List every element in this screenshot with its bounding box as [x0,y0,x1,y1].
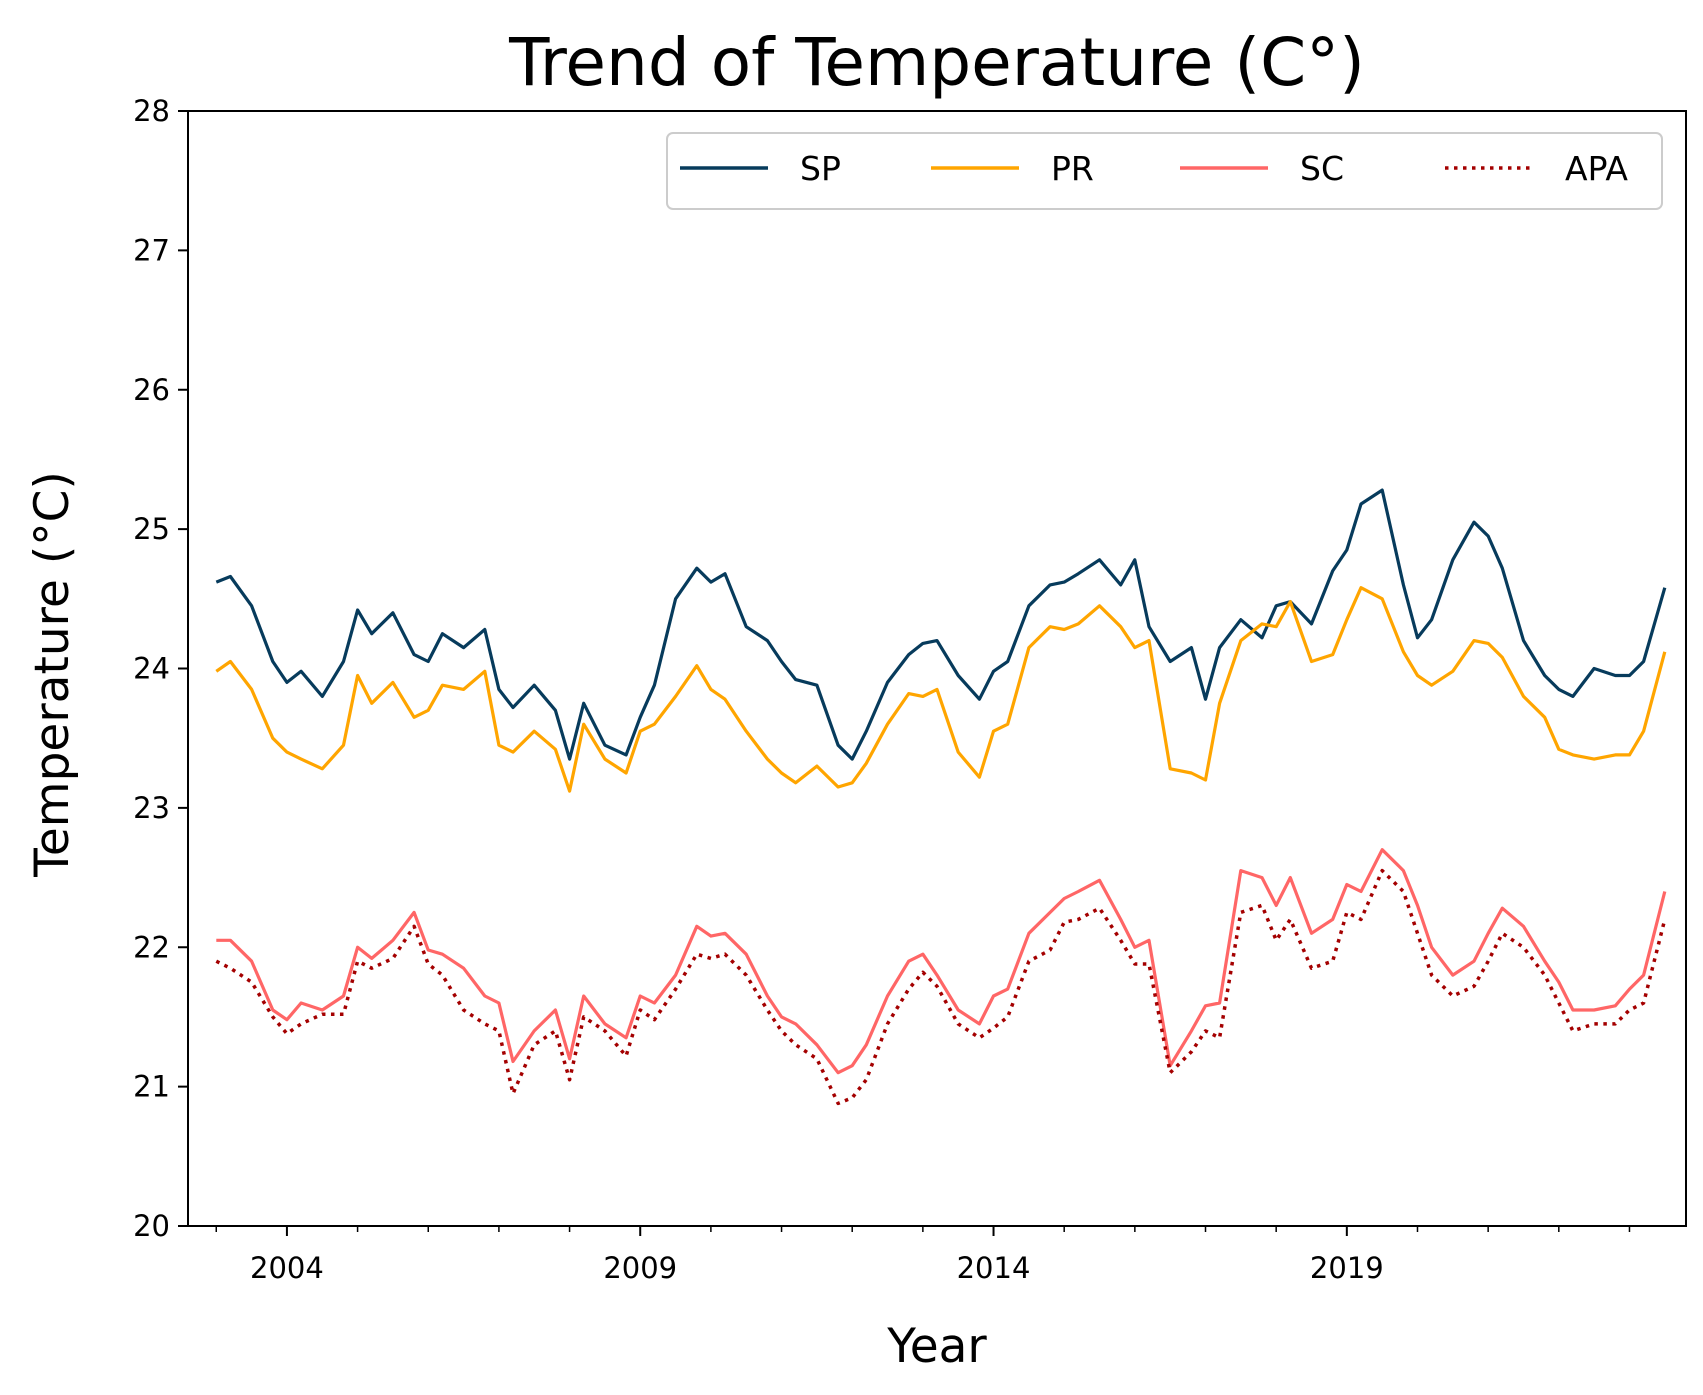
y-axis: 20 21 22 23 24 25 26 27 28 [133,94,188,1243]
series-line-sc [216,848,1667,1075]
y-tick-label: 28 [133,94,170,128]
legend-box [666,132,1663,210]
y-tick-label: 21 [133,1070,170,1104]
y-tick-label: 25 [133,512,170,546]
y-tick-label: 22 [133,930,170,964]
y-axis-label: Temperature (°C) [25,471,80,878]
legend: SP PR SC APA [666,132,1663,210]
plot-area [215,488,1667,1106]
legend-label-sc: SC [1300,149,1344,188]
x-tick-label: 2014 [957,1251,1031,1285]
axes-frame [187,110,1687,1227]
x-tick-label: 2004 [250,1251,324,1285]
legend-label-sp: SP [800,149,841,188]
y-tick-label: 20 [133,1209,170,1243]
legend-label-pr: PR [1051,149,1094,188]
series-line-apa [215,868,1667,1106]
x-axis-label: Year [886,1319,987,1374]
y-tick-label: 27 [133,233,170,267]
y-tick-label: 24 [133,652,170,686]
x-axis: 2004 2009 2014 2019 [215,1226,1631,1285]
series-line-pr [215,586,1667,793]
x-tick-label: 2019 [1310,1251,1384,1285]
y-tick-label: 23 [133,791,170,825]
x-tick-label: 2009 [603,1251,677,1285]
y-tick-label: 26 [133,373,170,407]
series-line-sp [215,488,1667,761]
chart-title: Trend of Temperature (C°) [508,24,1365,101]
legend-label-apa: APA [1565,149,1628,188]
